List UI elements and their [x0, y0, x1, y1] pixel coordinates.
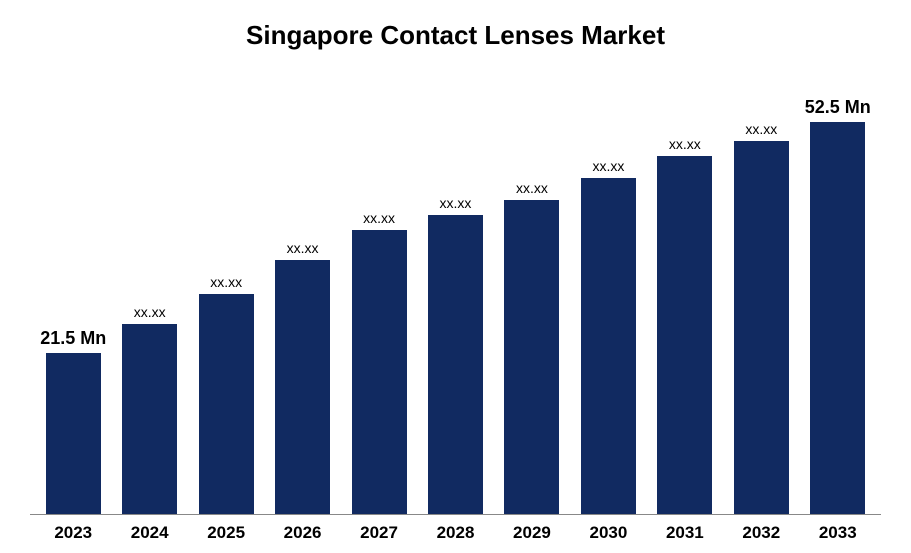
bar-value-label: xx.xx [210, 274, 242, 290]
x-axis-tick: 2032 [723, 523, 799, 543]
x-axis-tick: 2024 [111, 523, 187, 543]
bar-value-label: xx.xx [134, 304, 166, 320]
bar [657, 156, 712, 514]
bar-group: xx.xx [264, 66, 340, 514]
x-axis: 2023202420252026202720282029203020312032… [30, 515, 881, 543]
bar [122, 324, 177, 514]
bar-group: xx.xx [111, 66, 187, 514]
x-axis-tick: 2030 [570, 523, 646, 543]
x-axis-tick: 2033 [800, 523, 876, 543]
chart-title: Singapore Contact Lenses Market [30, 20, 881, 51]
bar [275, 260, 330, 514]
bar [734, 141, 789, 514]
x-axis-tick: 2025 [188, 523, 264, 543]
x-axis-tick: 2029 [494, 523, 570, 543]
bar-group: 21.5 Mn [35, 66, 111, 514]
bar-group: xx.xx [417, 66, 493, 514]
bar-value-label: xx.xx [745, 121, 777, 137]
x-axis-tick: 2031 [647, 523, 723, 543]
x-axis-tick: 2027 [341, 523, 417, 543]
bar-value-label: xx.xx [516, 180, 548, 196]
bar-value-label: 52.5 Mn [805, 97, 871, 118]
bar-group: xx.xx [570, 66, 646, 514]
bar [199, 294, 254, 514]
bar [810, 122, 865, 514]
bar [352, 230, 407, 514]
bar-group: xx.xx [647, 66, 723, 514]
bar-group: xx.xx [188, 66, 264, 514]
x-axis-tick: 2028 [417, 523, 493, 543]
bar [46, 353, 101, 514]
bar-group: 52.5 Mn [800, 66, 876, 514]
bar [504, 200, 559, 514]
x-axis-tick: 2023 [35, 523, 111, 543]
bar [581, 178, 636, 514]
bar-value-label: 21.5 Mn [40, 328, 106, 349]
bar-group: xx.xx [494, 66, 570, 514]
chart-container: Singapore Contact Lenses Market 21.5 Mn x… [0, 0, 911, 553]
bar-value-label: xx.xx [592, 158, 624, 174]
x-axis-tick: 2026 [264, 523, 340, 543]
bar-value-label: xx.xx [440, 195, 472, 211]
bar-group: xx.xx [723, 66, 799, 514]
bar-value-label: xx.xx [669, 136, 701, 152]
bar-group: xx.xx [341, 66, 417, 514]
bar-value-label: xx.xx [287, 240, 319, 256]
bar-value-label: xx.xx [363, 210, 395, 226]
plot-area: 21.5 Mn xx.xx xx.xx xx.xx xx.xx xx.xx xx.xx xx.… [30, 66, 881, 515]
bar [428, 215, 483, 514]
